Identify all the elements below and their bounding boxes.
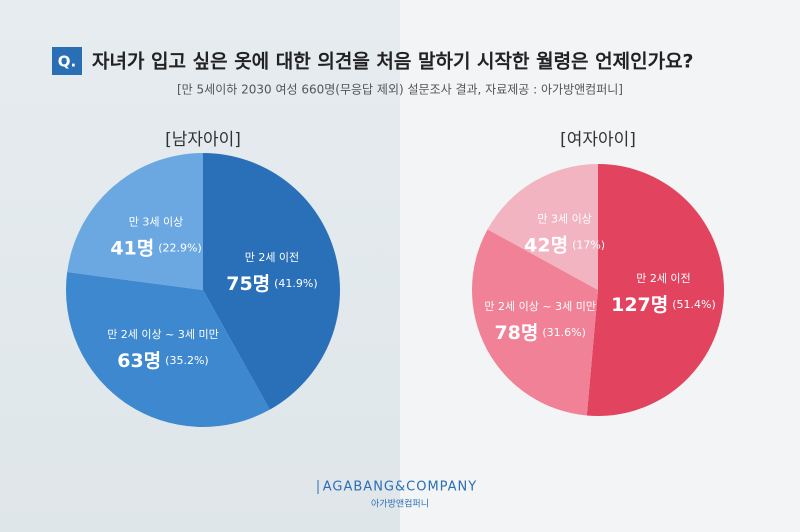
slice-label: 78명 (31.6%) xyxy=(494,321,585,343)
brand: AGABANG&COMPANY xyxy=(323,480,477,495)
slice-label: 41명 (22.9%) xyxy=(110,237,201,259)
percent-label: (31.6%) xyxy=(542,326,586,339)
subtitle: [만 5세이하 2030 여성 660명(무응답 제외) 설문조사 결과, 자료… xyxy=(177,83,623,97)
pie-title: [남자아이] xyxy=(165,130,241,150)
pie-slice xyxy=(487,164,598,290)
percent-label: (22.9%) xyxy=(158,241,202,254)
pie-slice xyxy=(66,272,270,427)
pie-slice xyxy=(67,153,203,290)
percent-label: (51.4%) xyxy=(672,298,716,311)
slice-label: 75명 (41.9%) xyxy=(226,273,317,295)
value-label: 41명 xyxy=(110,237,154,259)
slice-category: 만 2세 이전 xyxy=(636,272,690,285)
slice-category: 만 2세 이상 ~ 3세 미만 xyxy=(484,300,596,313)
value-label: 75명 xyxy=(226,273,270,295)
slice-category: 만 2세 이상 ~ 3세 미만 xyxy=(107,328,219,341)
value-label: 42명 xyxy=(524,234,568,256)
percent-label: (41.9%) xyxy=(274,277,318,290)
value-label: 78명 xyxy=(494,321,538,343)
pie-slice xyxy=(203,153,341,410)
pie-slice xyxy=(586,164,724,416)
slice-category: 만 3세 이상 xyxy=(129,215,183,228)
slice-label: 127명 (51.4%) xyxy=(611,293,716,315)
title: 자녀가 입고 싶은 옷에 대한 의견을 처음 말하기 시작한 월령은 언제인가요… xyxy=(92,51,694,73)
pie-slice xyxy=(471,229,598,416)
percent-label: (35.2%) xyxy=(165,354,209,367)
slice-label: 63명 (35.2%) xyxy=(117,349,208,371)
pie-title: [여자아이] xyxy=(560,130,636,150)
slice-label: 42명 (17%) xyxy=(524,234,605,256)
badge-box xyxy=(52,47,82,75)
brand-korean: 아가방앤컴퍼니 xyxy=(371,498,429,510)
percent-label: (17%) xyxy=(572,239,605,252)
slice-category: 만 3세 이상 xyxy=(537,213,591,226)
value-label: 127명 xyxy=(611,293,668,315)
value-label: 63명 xyxy=(117,349,161,371)
badge: Q. xyxy=(58,53,76,71)
slice-category: 만 2세 이전 xyxy=(245,251,299,264)
